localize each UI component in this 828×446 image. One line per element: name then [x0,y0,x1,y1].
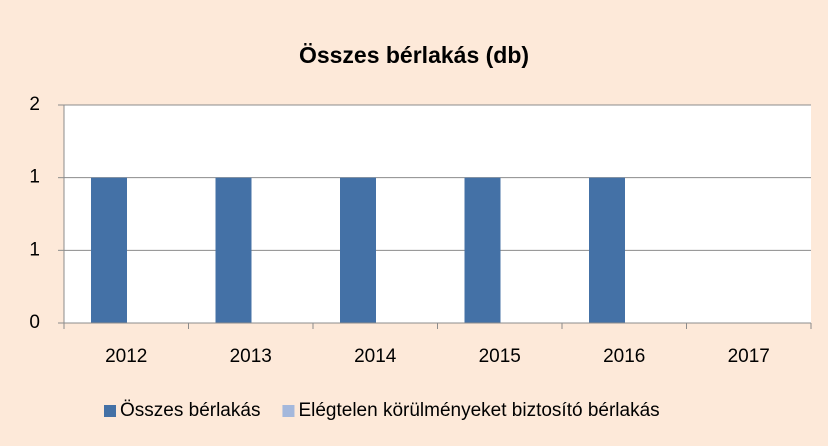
legend-swatch [282,405,295,417]
x-tick-label: 2013 [230,346,272,367]
bar [215,177,252,323]
legend-label: Elégtelen körülményeket biztosító bérlak… [298,400,659,421]
y-tick-label: 1 [29,167,40,188]
y-tick-label: 0 [29,312,40,333]
legend-swatch [104,405,116,417]
bar [464,177,501,323]
x-tick-label: 2015 [479,346,521,367]
chart-title: Összes bérlakás (db) [299,42,529,68]
y-tick-label: 1 [29,239,40,260]
x-tick-label: 2017 [728,346,770,367]
plot-area [64,105,811,323]
x-tick-label: 2012 [105,346,147,367]
y-tick-label: 2 [29,94,40,115]
x-tick-label: 2014 [354,346,397,367]
legend-label: Összes bérlakás [120,400,260,421]
bar [91,177,127,323]
bar [340,177,376,323]
x-tick-label: 2016 [603,346,645,367]
bar [589,177,625,323]
